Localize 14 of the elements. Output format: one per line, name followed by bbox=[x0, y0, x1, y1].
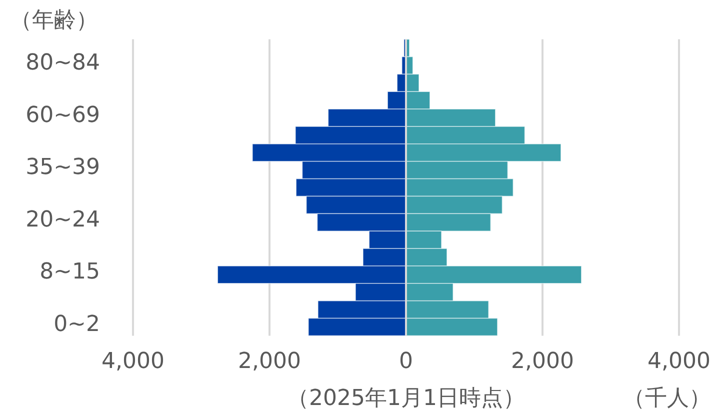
xtick: 2,000 bbox=[238, 349, 301, 374]
xtick: 4,000 bbox=[102, 349, 164, 374]
xtick: 4,000 bbox=[648, 349, 710, 374]
xtick: 2,000 bbox=[511, 349, 574, 374]
ytick: 60~69 bbox=[26, 102, 100, 128]
xlabel: （千人） bbox=[623, 386, 711, 411]
xtick: 0 bbox=[399, 349, 413, 374]
ytick: 8~15 bbox=[40, 260, 100, 285]
annotation: （2025年1月1日時点） bbox=[287, 386, 525, 411]
ylabel: （年齢） bbox=[10, 8, 98, 33]
ytick: 20~24 bbox=[26, 207, 100, 232]
ytick: 35~39 bbox=[26, 155, 100, 180]
ytick: 0~2 bbox=[54, 312, 100, 337]
ytick: 80~84 bbox=[26, 50, 100, 76]
